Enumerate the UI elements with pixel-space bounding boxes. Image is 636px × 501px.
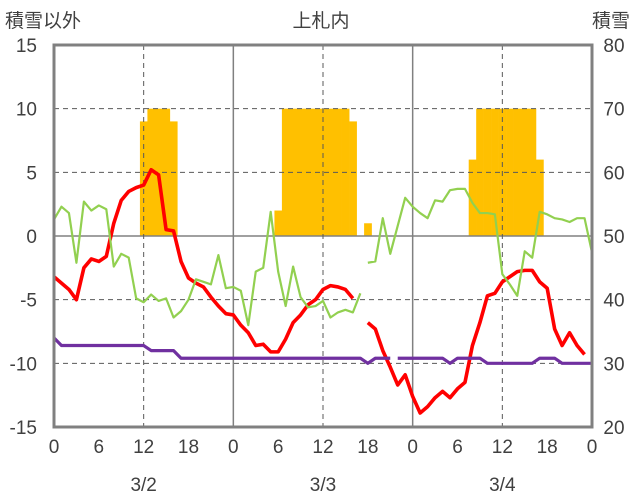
temperature-line-0 xyxy=(52,167,355,354)
snowfall-bar-2 xyxy=(154,108,163,236)
y-left-tick-label: -15 xyxy=(10,418,37,439)
x-tick-label: 18 xyxy=(178,437,199,458)
x-tick-label: 18 xyxy=(537,437,558,458)
grid-lines xyxy=(54,45,592,427)
snowfall-bar-13 xyxy=(334,108,342,236)
date-label: 3/3 xyxy=(310,475,336,496)
y-right-tick-label: 60 xyxy=(603,163,624,184)
x-tick-label: 0 xyxy=(587,437,598,458)
x-tick-label: 12 xyxy=(492,437,513,458)
snowfall-bar-12 xyxy=(326,108,335,236)
x-tick-label: 0 xyxy=(407,437,418,458)
snowfall-bar-5 xyxy=(274,210,283,236)
temperature-line-1 xyxy=(366,268,586,415)
snowfall-bar-26 xyxy=(535,159,544,236)
y-left-tick-label: 10 xyxy=(16,100,37,121)
y-left-tick-label: -10 xyxy=(10,354,37,375)
snowfall-bar-0 xyxy=(139,121,148,236)
y-left-tick-label: 0 xyxy=(26,227,37,248)
snowfall-bar-17 xyxy=(468,159,477,236)
series-lines xyxy=(52,167,594,415)
x-tick-label: 0 xyxy=(228,437,239,458)
y-left-axis-label: 積雪以外 xyxy=(5,10,81,32)
x-tick-label: 6 xyxy=(94,437,105,458)
x-tick-label: 6 xyxy=(273,437,284,458)
x-tick-label: 12 xyxy=(133,437,154,458)
chart-title: 上札内 xyxy=(292,10,349,32)
y-right-axis-label: 積雪 xyxy=(592,10,630,32)
green_series-line-1 xyxy=(367,187,594,297)
date-label: 3/4 xyxy=(489,475,516,496)
snowfall-bar-7 xyxy=(289,108,298,236)
y-right-tick-label: 30 xyxy=(603,354,624,375)
purple_series-line-1 xyxy=(397,356,592,365)
snowfall-bar-4 xyxy=(169,121,178,236)
snowfall-bar-15 xyxy=(349,121,357,236)
y-right-tick-label: 20 xyxy=(603,418,624,439)
x-tick-label: 0 xyxy=(49,437,60,458)
y-left-tick-label: 15 xyxy=(16,36,37,57)
y-right-tick-label: 40 xyxy=(603,291,624,312)
x-tick-label: 6 xyxy=(452,437,463,458)
y-left-tick-label: -5 xyxy=(20,291,37,312)
y-left-tick-label: 5 xyxy=(26,163,37,184)
y-right-tick-label: 80 xyxy=(603,36,624,57)
x-tick-label: 18 xyxy=(357,437,378,458)
purple_series-line-0 xyxy=(52,336,391,365)
snowfall-bar-22 xyxy=(506,108,514,236)
y-right-tick-label: 70 xyxy=(603,100,624,121)
plot-border xyxy=(52,43,594,429)
plot-frame xyxy=(52,43,594,429)
green_series-line-0 xyxy=(53,200,362,327)
y-right-tick-label: 50 xyxy=(603,227,624,248)
snowfall-bar-6 xyxy=(281,108,290,236)
date-label: 3/2 xyxy=(130,475,156,496)
snowfall-bar-16 xyxy=(364,223,372,236)
x-tick-label: 12 xyxy=(312,437,333,458)
